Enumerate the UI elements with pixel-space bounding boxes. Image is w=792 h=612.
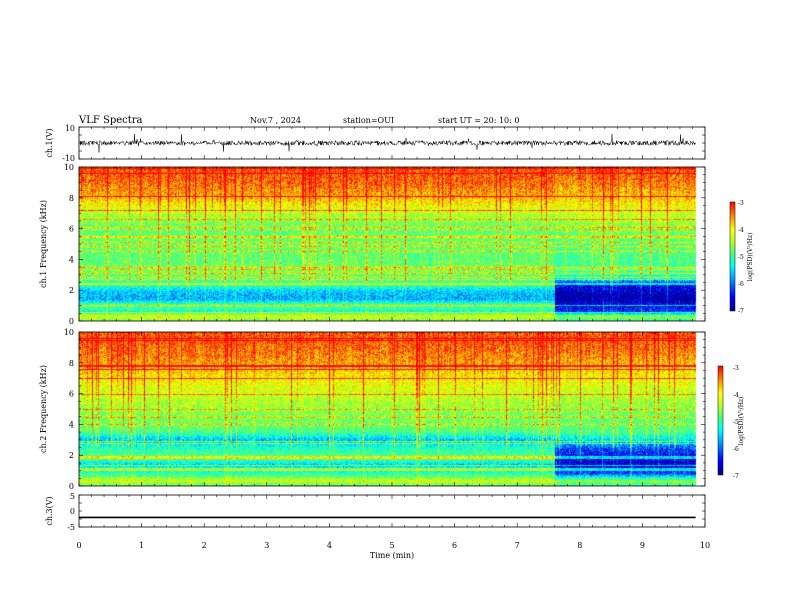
ch3-ytick-label: 0 [70, 507, 75, 516]
ch1-colorbar-label: log(PSD)(V²/Hz) [747, 233, 754, 282]
x-tick-label: 7 [515, 541, 520, 550]
x-tick-label: 5 [389, 541, 394, 550]
ch2-colorbar-tick: -7 [733, 473, 739, 480]
ch1-colorbar-tick: -5 [738, 254, 744, 261]
x-tick-label: 2 [202, 541, 207, 550]
station-label: station=OUI [343, 116, 394, 125]
ch3-waveform-frame [78, 494, 706, 528]
ch2-channel-label: ch.2 Frequency (kHz) [39, 365, 48, 453]
ch1-spectrogram-ytick-label: 6 [69, 225, 74, 234]
ch2-spectrogram-heatmap-image [79, 332, 705, 486]
ch1-ytick-label: -10 [62, 154, 75, 163]
start-time-label: start UT = 20: 10: 0 [438, 116, 519, 125]
ch1-waveform-ylabel: ch.1(V) [45, 128, 54, 157]
figure-title: VLF Spectra [78, 115, 143, 126]
ch2-spectrogram-ytick-label: 2 [69, 451, 74, 460]
ch1-spectrogram-ytick-label: 0 [69, 317, 74, 326]
ch1-colorbar-tick: -6 [738, 281, 744, 288]
ch2-colorbar-tick: -5 [733, 419, 739, 426]
ch1-colorbar-gradient [729, 201, 736, 312]
ch1-colorbar-tick: -7 [738, 308, 744, 315]
ch1-spectrogram-panel: ch.1 Frequency (kHz) [39, 166, 706, 322]
ch2-spectrogram-ytick-label: 0 [69, 482, 74, 491]
x-tick-label: 4 [327, 541, 332, 550]
axis-ticks: 0 2 4 6 8 10 0 2 4 6 8 10 0 1 2 3 4 5 6 7 8 9 10 [64, 126, 710, 550]
ch2-colorbar: -3 -4 -5 -6 -7 log(PSD)(V²/Hz) [717, 365, 745, 480]
x-tick-label: 0 [76, 541, 81, 550]
ch1-waveform-panel: 10 -10 ch.1(V) [45, 124, 706, 163]
ch2-colorbar-tick: -3 [733, 365, 739, 372]
ch1-spectrogram-ytick-label: 2 [69, 286, 74, 295]
ch3-ytick-label: 5 [70, 492, 75, 501]
ch1-spectrogram-ytick-label: 4 [69, 255, 74, 264]
ch2-spectrogram-panel: ch.2 Frequency (kHz) [39, 331, 706, 487]
ch2-spectrogram-ytick-label: 6 [69, 390, 74, 399]
ch2-spectrogram-ytick-label: 8 [69, 359, 74, 368]
x-tick-label: 8 [577, 541, 582, 550]
ch1-spectrogram-heatmap-image [79, 167, 705, 321]
date-label: Nov.7 , 2024 [250, 116, 301, 125]
ch1-spectrogram-ytick-label: 8 [69, 194, 74, 203]
x-tick-label: 10 [700, 541, 710, 550]
x-tick-label: 3 [264, 541, 269, 550]
ch1-spectrogram-ytick-label: 10 [64, 163, 74, 172]
x-tick-label: 1 [139, 541, 144, 550]
ch2-spectrogram-ytick-label: 10 [64, 328, 74, 337]
ch2-colorbar-tick: -6 [733, 446, 739, 453]
x-axis-label: Time (min) [370, 551, 414, 560]
ch1-channel-label: ch.1 Frequency (kHz) [39, 200, 48, 288]
ch3-ytick-label: -5 [67, 523, 75, 532]
ch2-colorbar-tick: -4 [733, 392, 739, 399]
ch2-colorbar-label: log(PSD)(V²/Hz) [738, 397, 745, 446]
ch1-colorbar-tick: -3 [738, 200, 744, 207]
ch2-spectrogram-ytick-label: 4 [69, 420, 74, 429]
x-tick-label: 6 [452, 541, 457, 550]
ch1-waveform-line [79, 134, 696, 153]
ch1-colorbar-tick: -4 [738, 227, 744, 234]
ch3-waveform-ylabel: ch.3(V) [45, 496, 54, 525]
ch1-colorbar: -3 -4 -5 -6 -7 log(PSD)(V²/Hz) [729, 200, 754, 315]
ch2-colorbar-gradient [717, 365, 724, 476]
ch1-ytick-label: 10 [65, 124, 75, 133]
x-tick-label: 9 [640, 541, 645, 550]
